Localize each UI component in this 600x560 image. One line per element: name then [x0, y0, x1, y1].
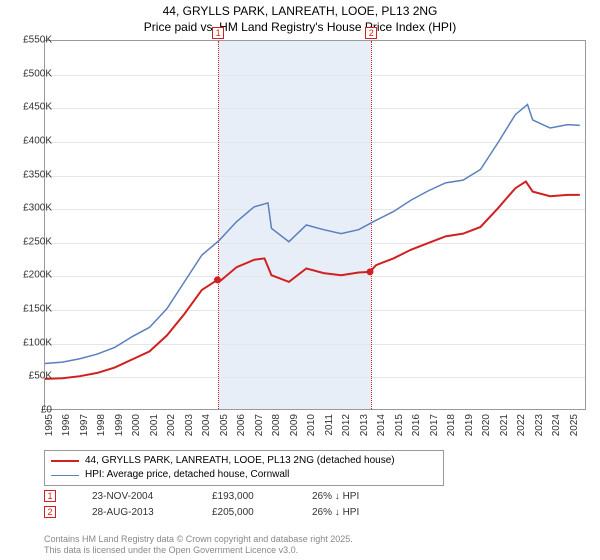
xtick-label: 2006 [236, 414, 247, 436]
title-line2: Price paid vs. HM Land Registry's House … [0, 20, 600, 36]
sale-date: 28-AUG-2013 [92, 507, 182, 518]
legend-label: 44, GRYLLS PARK, LANREATH, LOOE, PL13 2N… [85, 454, 395, 468]
xtick-label: 1996 [61, 414, 72, 436]
legend-row: 44, GRYLLS PARK, LANREATH, LOOE, PL13 2N… [51, 454, 437, 468]
ytick-label: £400K [23, 135, 52, 146]
sale-delta: 26% ↓ HPI [312, 491, 382, 502]
plot-area: 12 [44, 40, 586, 410]
ytick-label: £100K [23, 337, 52, 348]
xtick-label: 2001 [149, 414, 160, 436]
legend: 44, GRYLLS PARK, LANREATH, LOOE, PL13 2N… [44, 450, 444, 486]
legend-swatch [51, 475, 79, 476]
ytick-label: £300K [23, 203, 52, 214]
footer-attribution: Contains HM Land Registry data © Crown c… [44, 534, 353, 557]
ytick-label: £200K [23, 270, 52, 281]
ytick-label: £350K [23, 169, 52, 180]
xtick-label: 2002 [166, 414, 177, 436]
ytick-label: £50K [29, 371, 52, 382]
xtick-label: 1998 [96, 414, 107, 436]
line-series-svg [45, 41, 585, 409]
xtick-label: 1995 [44, 414, 55, 436]
data-point [367, 268, 374, 275]
xtick-label: 2008 [271, 414, 282, 436]
ytick-label: £450K [23, 102, 52, 113]
xtick-label: 2012 [341, 414, 352, 436]
ytick-label: £500K [23, 68, 52, 79]
xtick-label: 2023 [534, 414, 545, 436]
sale-marker: 1 [212, 27, 224, 39]
sale-marker: 2 [365, 27, 377, 39]
series-price_paid [45, 182, 580, 379]
xtick-label: 2000 [131, 414, 142, 436]
xtick-label: 2024 [551, 414, 562, 436]
sale-price: £205,000 [212, 507, 282, 518]
legend-swatch [51, 460, 79, 462]
title-line1: 44, GRYLLS PARK, LANREATH, LOOE, PL13 2N… [0, 4, 600, 20]
footer-line2: This data is licensed under the Open Gov… [44, 545, 353, 556]
xtick-label: 2005 [219, 414, 230, 436]
footer-line1: Contains HM Land Registry data © Crown c… [44, 534, 353, 545]
xtick-label: 2016 [411, 414, 422, 436]
sale-price: £193,000 [212, 491, 282, 502]
xtick-label: 2017 [429, 414, 440, 436]
xtick-label: 2022 [516, 414, 527, 436]
xtick-label: 2018 [446, 414, 457, 436]
xtick-label: 2010 [306, 414, 317, 436]
legend-label: HPI: Average price, detached house, Corn… [85, 468, 289, 482]
chart-title: 44, GRYLLS PARK, LANREATH, LOOE, PL13 2N… [0, 0, 600, 35]
data-point [214, 276, 221, 283]
xtick-label: 2013 [359, 414, 370, 436]
chart-area: 12 [44, 40, 586, 410]
sale-marker-icon: 1 [44, 490, 56, 502]
ytick-label: £150K [23, 304, 52, 315]
xtick-label: 2003 [184, 414, 195, 436]
xtick-label: 2020 [481, 414, 492, 436]
xtick-label: 2009 [289, 414, 300, 436]
xtick-label: 2015 [394, 414, 405, 436]
xtick-label: 2014 [376, 414, 387, 436]
ytick-label: £550K [23, 35, 52, 46]
sale-row: 2 28-AUG-2013 £205,000 26% ↓ HPI [44, 506, 382, 518]
xtick-label: 2007 [254, 414, 265, 436]
sale-marker-icon: 2 [44, 506, 56, 518]
sales-table: 1 23-NOV-2004 £193,000 26% ↓ HPI 2 28-AUG-201… [44, 490, 382, 522]
xtick-label: 1997 [79, 414, 90, 436]
xtick-label: 1999 [114, 414, 125, 436]
sale-date: 23-NOV-2004 [92, 491, 182, 502]
sale-delta: 26% ↓ HPI [312, 507, 382, 518]
ytick-label: £250K [23, 236, 52, 247]
xtick-label: 2025 [569, 414, 580, 436]
sale-row: 1 23-NOV-2004 £193,000 26% ↓ HPI [44, 490, 382, 502]
xtick-label: 2019 [464, 414, 475, 436]
xtick-label: 2011 [324, 414, 335, 436]
legend-row: HPI: Average price, detached house, Corn… [51, 468, 437, 482]
xtick-label: 2004 [201, 414, 212, 436]
series-hpi [45, 105, 580, 364]
xtick-label: 2021 [499, 414, 510, 436]
